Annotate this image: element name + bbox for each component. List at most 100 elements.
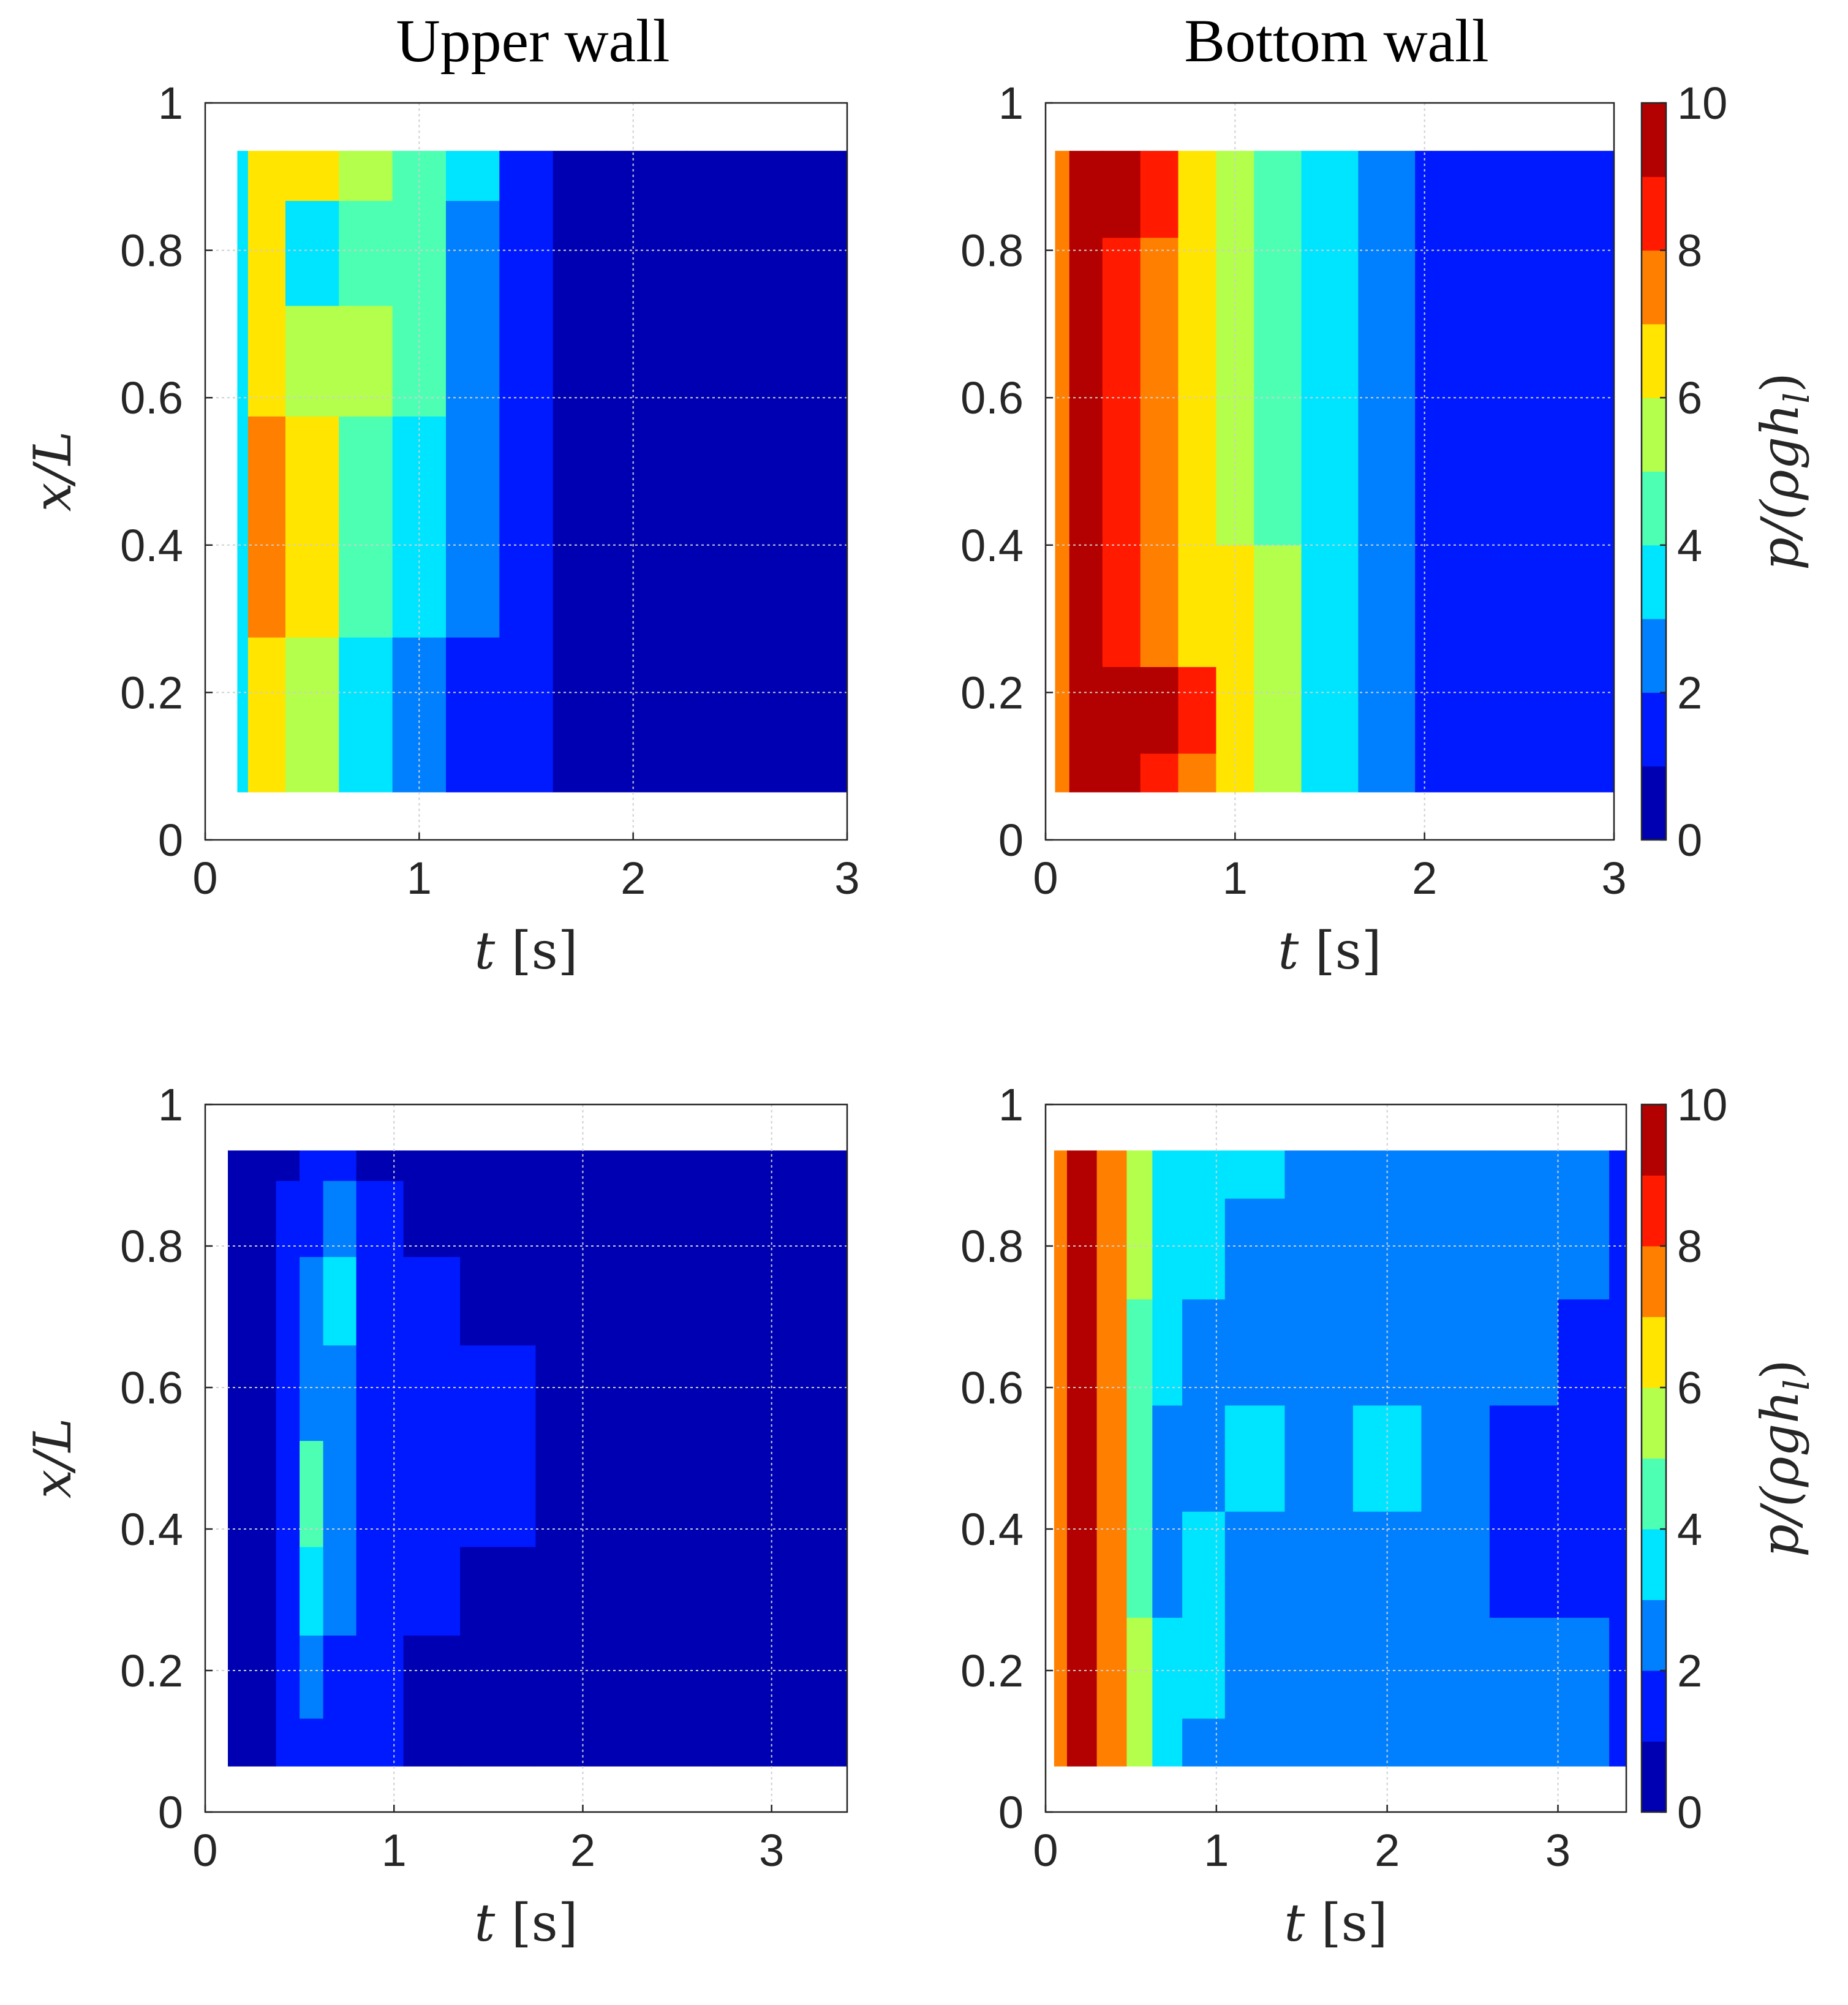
x-tick-label: 3 — [1545, 1825, 1571, 1876]
axes-box — [1044, 102, 1615, 841]
contour-cell — [1152, 1299, 1183, 1406]
contour-cell — [1140, 237, 1179, 398]
contour-cell — [1421, 1405, 1490, 1512]
contour-cell — [793, 305, 848, 417]
contour-cell — [1126, 1718, 1153, 1767]
contour-cell — [323, 1546, 357, 1636]
colorbar-tick-label: 2 — [1677, 667, 1702, 718]
contour-cell — [1152, 1617, 1183, 1719]
contour-cell — [247, 305, 286, 417]
contour-cell — [1102, 666, 1141, 754]
contour-cell — [1102, 151, 1141, 238]
contour-cell — [1558, 1617, 1610, 1719]
contour-cell — [1178, 151, 1216, 238]
contour-cell — [392, 305, 447, 417]
contour-cell — [1254, 753, 1302, 793]
contour-cell — [606, 742, 687, 793]
contour-cell — [460, 1180, 536, 1257]
y-tick-label: 0.6 — [960, 372, 1024, 423]
contour-cell — [535, 1345, 715, 1441]
colorbar-segment — [1642, 545, 1666, 619]
contour-cell — [244, 1150, 277, 1181]
col-title-upper: Upper wall — [396, 7, 669, 75]
y-tick-label: 1 — [998, 78, 1024, 129]
contour-cell — [499, 416, 554, 527]
contour-cell — [276, 1150, 300, 1181]
y-tick-label: 1 — [998, 1079, 1024, 1130]
contour-cell — [1472, 753, 1558, 793]
contour-cell — [606, 200, 687, 306]
contour-cell — [460, 1345, 536, 1441]
contour-cell — [553, 416, 607, 527]
contour-fill — [228, 1150, 848, 1767]
y-tick-label: 0.6 — [960, 1362, 1024, 1413]
contour-cell — [1069, 151, 1103, 238]
contour-cell — [1415, 398, 1473, 546]
contour-cell — [1054, 1299, 1068, 1406]
contour-cell — [793, 526, 848, 638]
contour-cell — [1609, 1511, 1627, 1618]
contour-cell — [1421, 1299, 1490, 1406]
colorbar-tick-label: 10 — [1677, 78, 1727, 129]
contour-cell — [228, 1440, 246, 1547]
contour-cell — [237, 416, 249, 527]
contour-cell — [1358, 237, 1416, 398]
colorbar-segment — [1642, 1458, 1666, 1530]
contour-cell — [1055, 753, 1070, 793]
contour-cell — [1352, 1718, 1422, 1767]
colorbar-segment — [1642, 766, 1666, 840]
contour-cell — [715, 1718, 848, 1767]
contour-cell — [499, 742, 554, 793]
contour-cell — [499, 151, 554, 201]
contour-cell — [1301, 666, 1359, 754]
colorbar-segment — [1642, 1741, 1666, 1813]
colorbar-tick-label: 0 — [1677, 1787, 1702, 1838]
x-tick-label: 1 — [1223, 853, 1248, 904]
contour-cell — [460, 1546, 536, 1636]
contour-cell — [1096, 1150, 1127, 1199]
contour-cell — [1557, 151, 1615, 238]
contour-cell — [446, 151, 500, 201]
contour-cell — [1126, 1150, 1153, 1199]
contour-cell — [1415, 237, 1473, 398]
contour-cell — [1284, 1198, 1354, 1300]
contour-cell — [1102, 237, 1141, 398]
contour-cell — [460, 1256, 536, 1346]
contour-cell — [228, 1718, 246, 1767]
contour-cell — [606, 637, 687, 743]
contour-cell — [285, 200, 339, 306]
x-axis-label: t [s] — [1284, 1893, 1387, 1953]
contour-cell — [1096, 1718, 1127, 1767]
contour-cell — [1284, 1718, 1354, 1767]
x-tick-label: 0 — [192, 1825, 217, 1876]
contour-cell — [1069, 753, 1103, 793]
contour-cell — [1096, 1617, 1127, 1719]
x-tick-label: 3 — [1601, 853, 1626, 904]
contour-cell — [1152, 1511, 1183, 1618]
contour-cell — [1126, 1405, 1153, 1512]
contour-cell — [793, 742, 848, 793]
contour-cell — [244, 1718, 277, 1767]
contour-cell — [323, 1345, 357, 1441]
contour-cell — [1415, 545, 1473, 667]
contour-cell — [228, 1345, 246, 1441]
contour-cell — [392, 416, 447, 527]
contour-cell — [1096, 1198, 1127, 1300]
contour-cell — [1224, 1299, 1285, 1406]
contour-cell — [1254, 398, 1302, 546]
contour-cell — [403, 1180, 461, 1257]
contour-cell — [535, 1635, 715, 1719]
contour-cell — [1415, 151, 1473, 238]
contour-cell — [1352, 1150, 1422, 1199]
contour-cell — [1140, 545, 1179, 667]
contour-cell — [460, 1718, 536, 1767]
contour-cell — [1182, 1198, 1226, 1300]
contour-cell — [1055, 151, 1070, 238]
axes-box — [1044, 1103, 1627, 1813]
contour-cell — [323, 1150, 357, 1181]
contour-cell — [1254, 237, 1302, 398]
x-tick-label: 2 — [1412, 853, 1437, 904]
contour-cell — [1182, 1150, 1226, 1199]
contour-cell — [356, 1180, 404, 1257]
contour-cell — [1102, 398, 1141, 546]
